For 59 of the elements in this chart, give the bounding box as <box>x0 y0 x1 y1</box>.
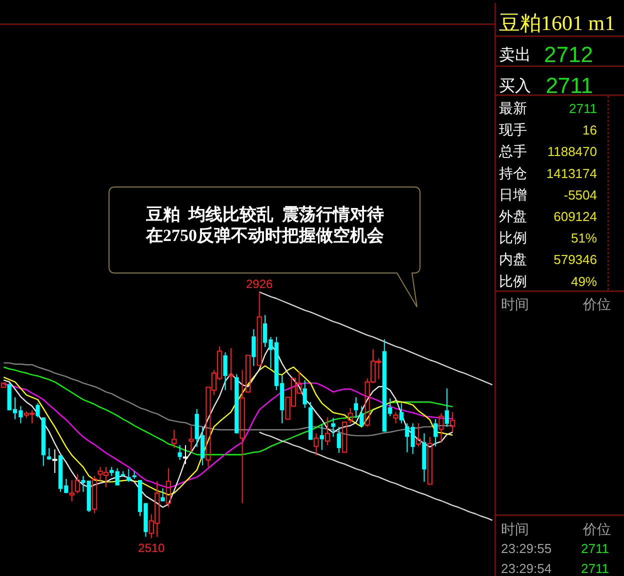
candlestick <box>320 424 324 450</box>
candlestick <box>240 370 245 504</box>
candlestick <box>178 444 182 460</box>
text: 579346 <box>554 252 597 268</box>
text: 内盘 <box>499 251 527 268</box>
candlestick <box>336 426 341 454</box>
text: 价位 <box>582 296 611 312</box>
text: 最新 <box>499 100 527 116</box>
annotation: 2510 <box>138 541 166 555</box>
annotation: 2926 <box>246 277 274 291</box>
candlestick <box>302 380 307 408</box>
text: 1413174 <box>546 166 597 181</box>
candlestick <box>166 468 171 508</box>
text: 比例 <box>499 230 527 246</box>
text: 1188470 <box>547 144 597 160</box>
candlestick <box>433 418 438 447</box>
candlestick <box>331 417 336 438</box>
candlestick <box>47 448 52 460</box>
text: 豆粕 均线比较乱 震荡行情对待 <box>145 205 384 224</box>
text: 609124 <box>554 209 597 224</box>
text: 时间 <box>501 521 529 537</box>
text: 外盘 <box>499 208 527 224</box>
candlestick <box>399 402 404 424</box>
text: 在2750反弹不动时把握做空机会 <box>145 226 385 245</box>
text: 现手 <box>499 122 527 138</box>
candlestick <box>252 328 256 366</box>
candlestick <box>126 468 131 482</box>
text: 日增 <box>499 186 527 202</box>
candlestick <box>223 352 228 391</box>
text: 豆粕1601 m1 <box>499 11 616 35</box>
candlestick <box>450 412 456 433</box>
text: 价位 <box>582 521 611 537</box>
candlestick <box>52 448 58 474</box>
text: 2712 <box>544 42 593 67</box>
text: 23:29:54 <box>501 561 552 576</box>
text: -5504 <box>564 187 597 202</box>
candlestick <box>69 480 74 502</box>
candlestick <box>228 348 234 391</box>
text: 16 <box>582 122 597 138</box>
candlestick <box>422 432 426 482</box>
text: 2711 <box>581 541 609 556</box>
candlestick <box>188 426 194 453</box>
text: 2711 <box>581 561 609 576</box>
candlestick <box>444 388 449 428</box>
candlestick <box>81 475 86 492</box>
text: 时间 <box>501 296 529 312</box>
text: 总手 <box>498 143 527 160</box>
candlestick <box>36 402 40 418</box>
candlestick <box>410 422 415 455</box>
text: 23:29:55 <box>501 541 552 556</box>
text: 2711 <box>569 101 597 116</box>
text: 49% <box>570 274 598 289</box>
text: 卖出 <box>499 46 531 64</box>
text: 持仓 <box>499 164 527 181</box>
text: 比例 <box>499 272 527 289</box>
text: 买入 <box>499 77 531 95</box>
candlestick <box>354 396 358 418</box>
text: 51% <box>570 230 598 246</box>
text: 2711 <box>546 73 593 98</box>
